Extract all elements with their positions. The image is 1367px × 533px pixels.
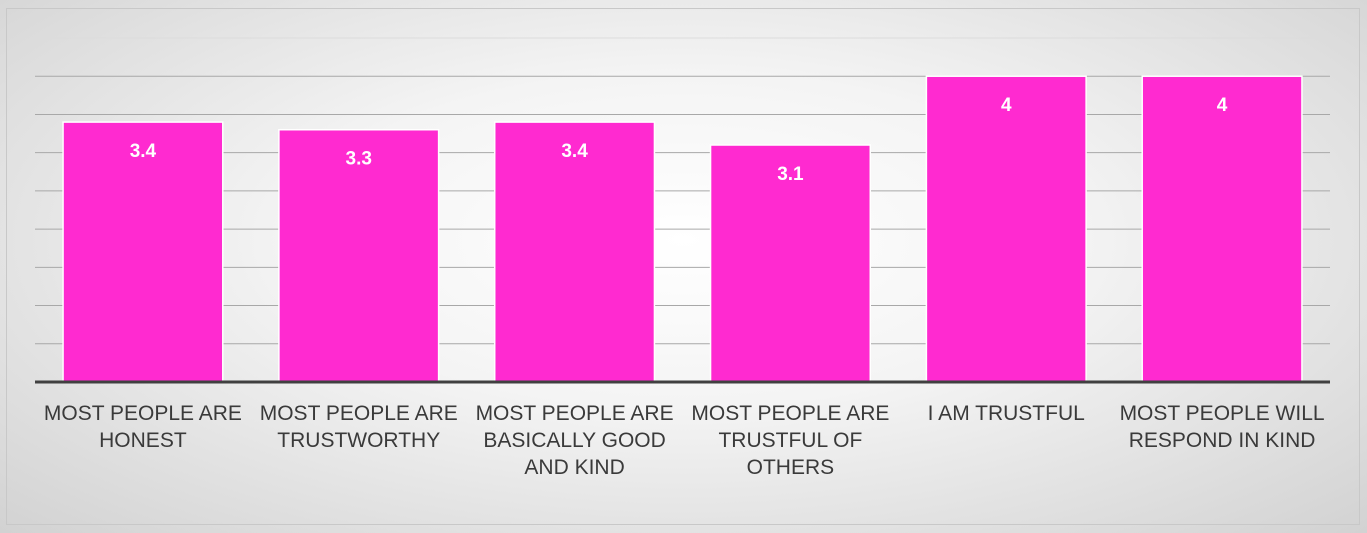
x-tick-label: MOST PEOPLE ARE TRUSTFUL OF OTHERS (691, 402, 890, 479)
x-tick-label: I AM TRUSTFUL (927, 402, 1085, 425)
value-label: 4 (1001, 95, 1012, 116)
value-label: 3.3 (346, 149, 372, 170)
frame (6, 8, 1360, 525)
value-label: 4 (1217, 95, 1228, 116)
bar (709, 144, 872, 383)
x-tick-label: MOST PEOPLE ARE TRUSTWORTHY (259, 402, 458, 452)
x-tick-label: MOST PEOPLE ARE BASICALLY GOOD AND KIND (475, 402, 674, 479)
bar (278, 128, 440, 383)
x-tick-label: MOST PEOPLE ARE HONEST (43, 402, 242, 452)
value-label: 3.1 (777, 164, 804, 185)
x-tick-label: MOST PEOPLE WILL RESPOND IN KIND (1119, 402, 1325, 452)
value-label: 3.4 (130, 141, 157, 162)
bar (62, 121, 224, 383)
bar (493, 121, 656, 383)
value-label: 3.4 (561, 141, 588, 162)
bar (925, 75, 1087, 383)
bar (1141, 75, 1303, 383)
